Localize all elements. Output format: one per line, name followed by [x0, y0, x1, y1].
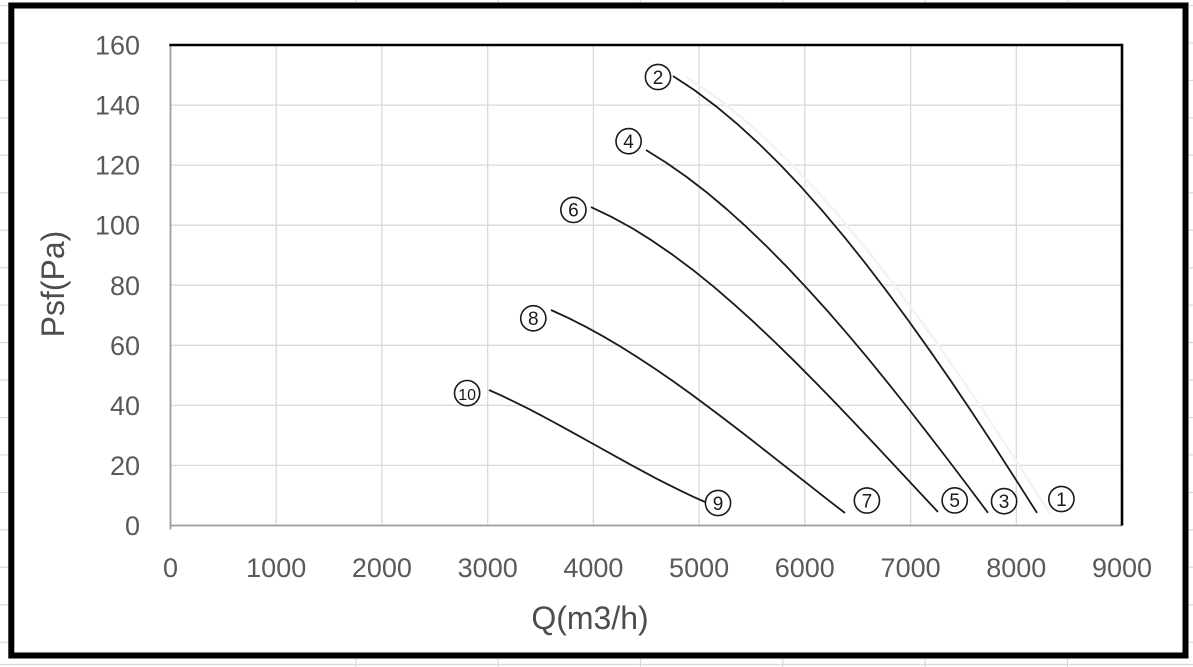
svg-text:9: 9 — [713, 494, 724, 515]
svg-text:7000: 7000 — [881, 553, 941, 583]
svg-text:100: 100 — [95, 211, 140, 241]
svg-text:5000: 5000 — [669, 553, 729, 583]
svg-text:3000: 3000 — [458, 553, 518, 583]
svg-text:20: 20 — [110, 451, 140, 481]
svg-text:120: 120 — [95, 151, 140, 181]
svg-text:6000: 6000 — [775, 553, 835, 583]
svg-text:2: 2 — [653, 68, 664, 89]
svg-text:40: 40 — [110, 391, 140, 421]
svg-text:3: 3 — [999, 492, 1010, 513]
svg-text:1: 1 — [1056, 490, 1067, 511]
svg-text:1000: 1000 — [246, 553, 306, 583]
svg-text:Psf(Pa): Psf(Pa) — [35, 231, 71, 338]
svg-text:8: 8 — [528, 309, 539, 330]
svg-text:4000: 4000 — [563, 553, 623, 583]
svg-text:5: 5 — [949, 491, 960, 512]
svg-text:10: 10 — [458, 387, 476, 404]
svg-text:0: 0 — [125, 511, 140, 541]
svg-text:160: 160 — [95, 31, 140, 61]
svg-text:9000: 9000 — [1092, 553, 1152, 583]
svg-text:4: 4 — [623, 132, 634, 153]
svg-text:Q(m3/h): Q(m3/h) — [531, 600, 648, 636]
svg-text:140: 140 — [95, 91, 140, 121]
svg-text:0: 0 — [163, 553, 178, 583]
svg-text:2000: 2000 — [352, 553, 412, 583]
svg-text:8000: 8000 — [986, 553, 1046, 583]
svg-text:60: 60 — [110, 331, 140, 361]
svg-text:80: 80 — [110, 271, 140, 301]
svg-text:7: 7 — [862, 491, 873, 512]
svg-text:6: 6 — [568, 201, 579, 222]
